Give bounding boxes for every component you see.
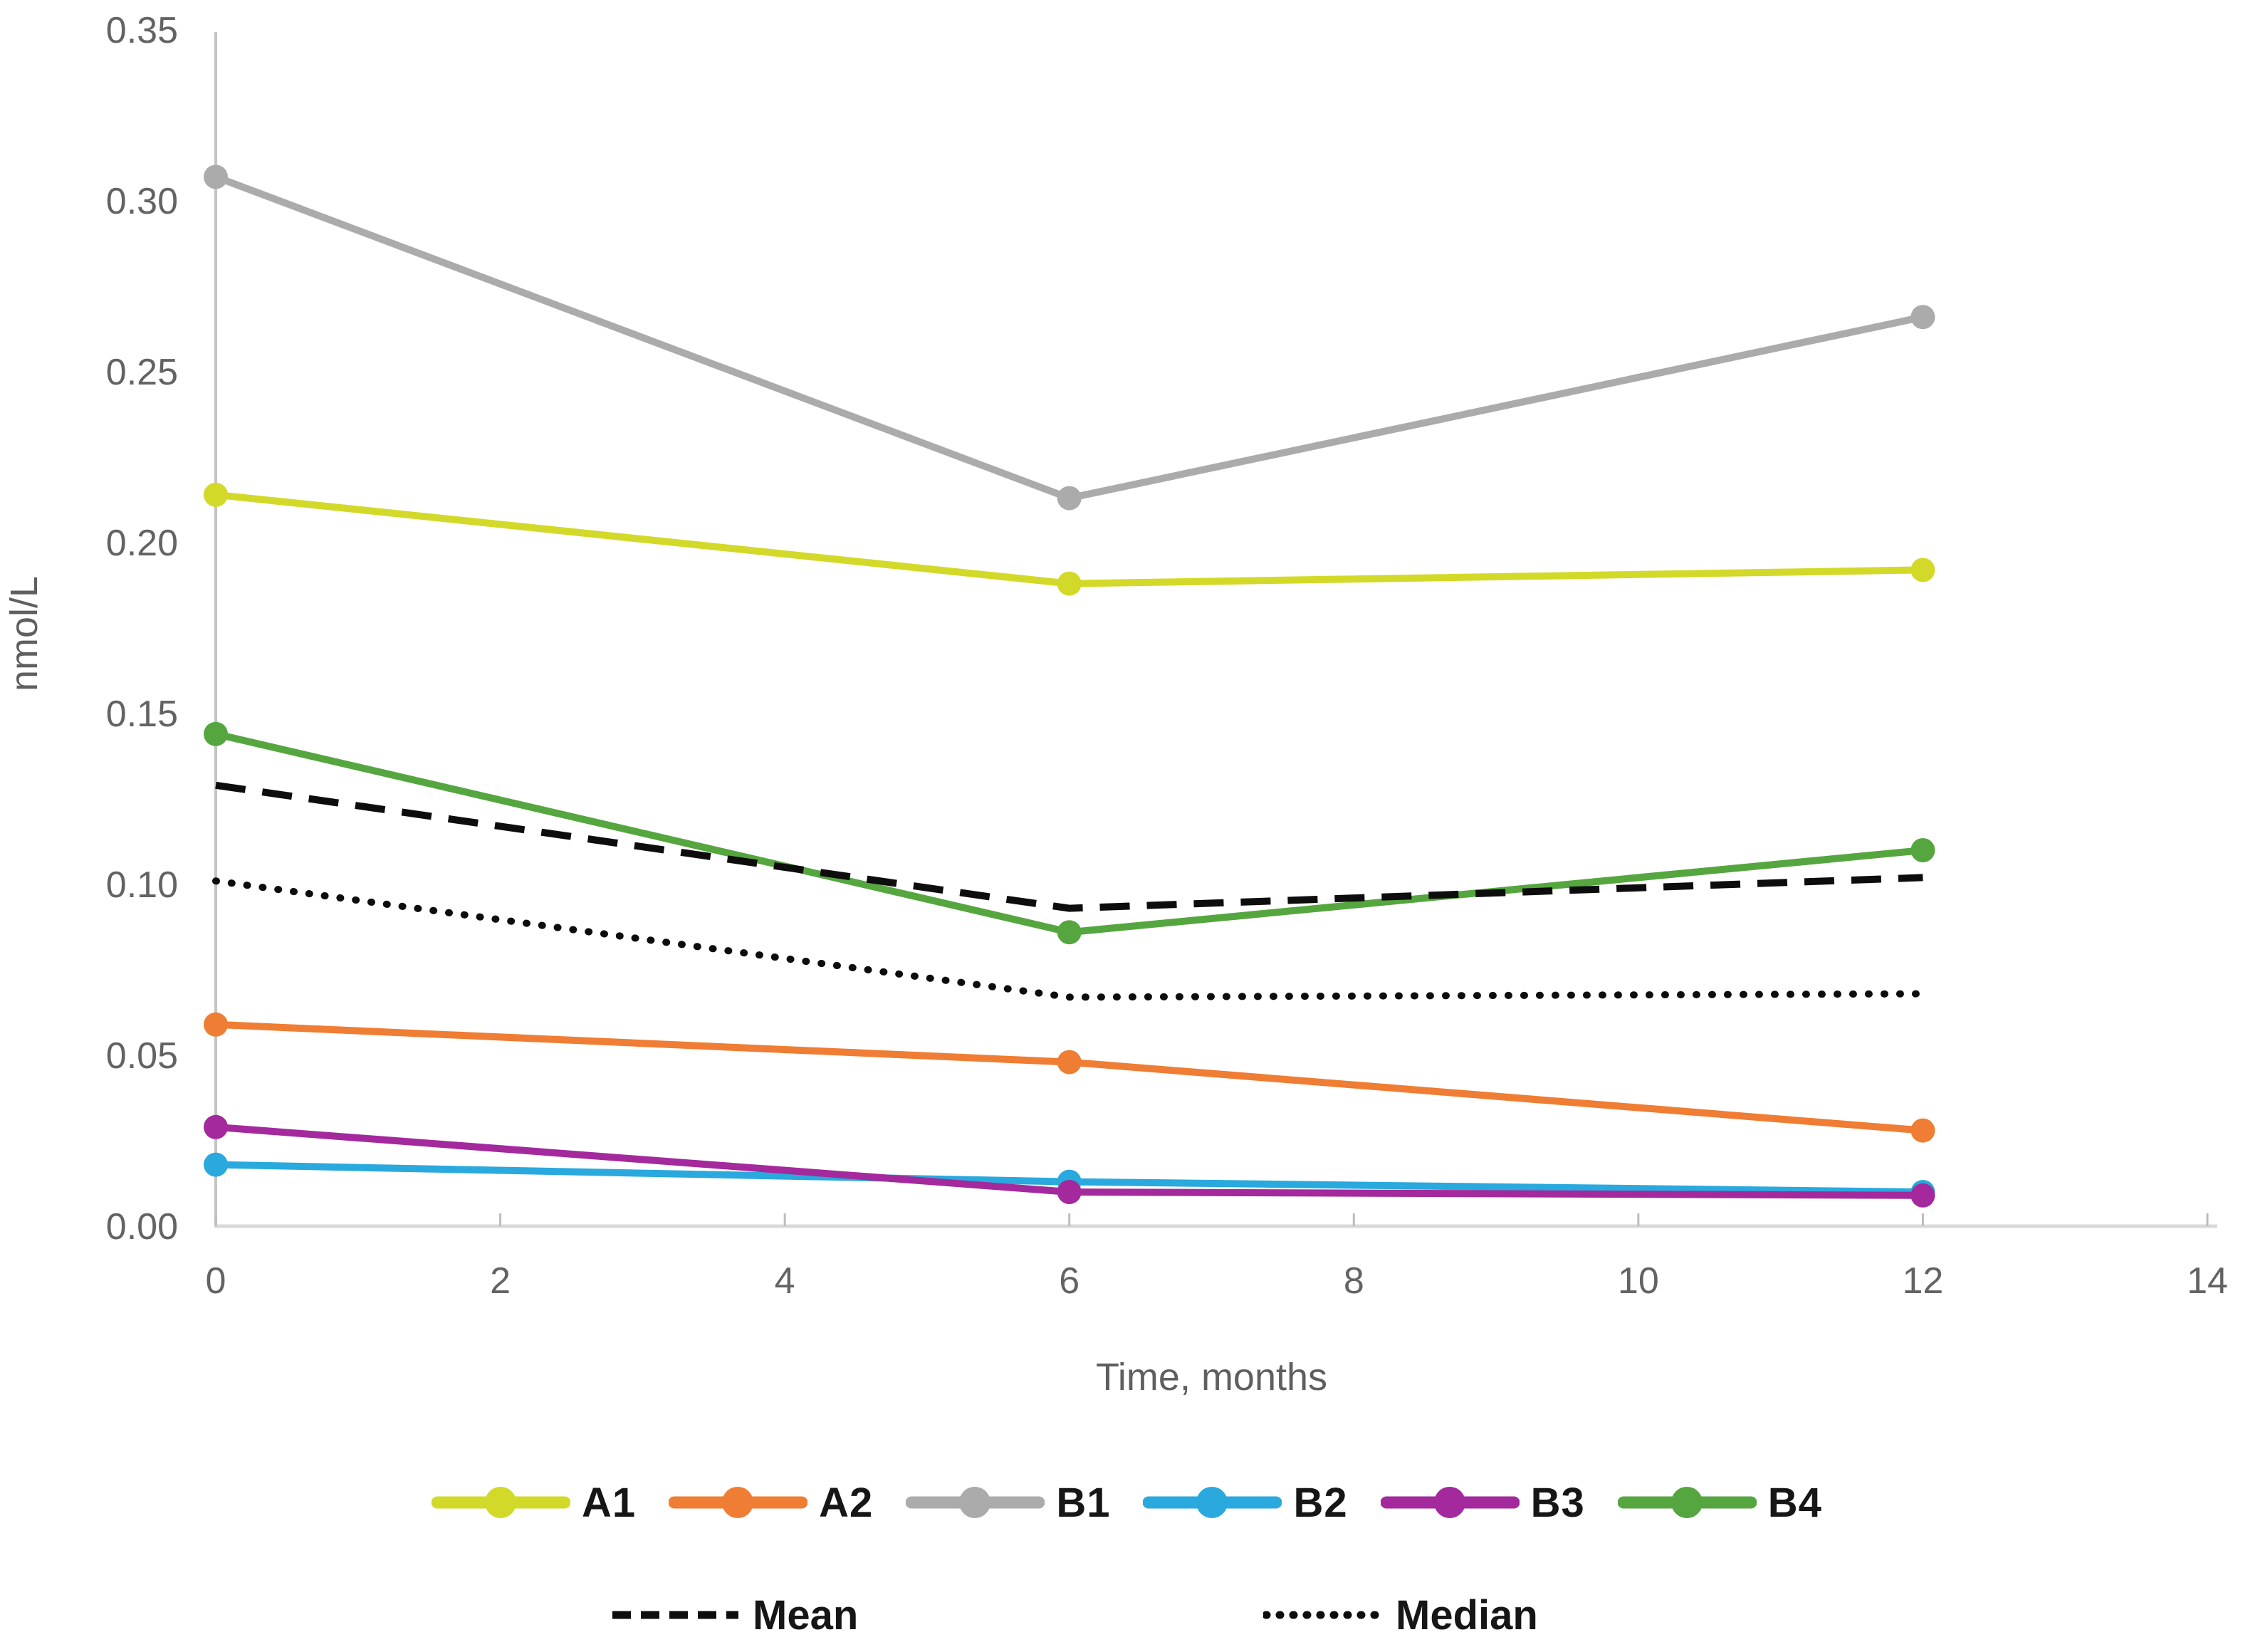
legend-sample-median (1263, 1611, 1384, 1619)
series-line-a2 (215, 1020, 1923, 1134)
y-tick-label: 0.10 (106, 864, 178, 906)
y-tick-label: 0.15 (106, 694, 178, 735)
series-marker-a2 (204, 1012, 228, 1037)
series-marker-b1 (1910, 305, 1935, 330)
series-marker-b4 (1910, 838, 1935, 862)
series-line-median (212, 877, 1927, 1001)
x-tick-label: 0 (206, 1260, 226, 1302)
legend-sample-b1 (906, 1487, 1045, 1518)
legend-row-series: A1 A2 B1 B2 B3 B4 (432, 1478, 1822, 1527)
y-tick-label: 0.00 (106, 1206, 178, 1248)
series-marker-b3 (1910, 1183, 1935, 1208)
legend-sample-a1 (432, 1487, 570, 1518)
series-marker-a2 (1910, 1118, 1935, 1143)
series-marker-a1 (204, 482, 228, 507)
legend-item-a1: A1 (432, 1478, 636, 1527)
x-tick-label: 6 (1059, 1260, 1079, 1302)
legend-item-b3: B3 (1380, 1478, 1585, 1527)
series-marker-b1 (1057, 486, 1082, 511)
legend-label-b1: B1 (1056, 1479, 1111, 1526)
legend-sample-b2 (1143, 1487, 1282, 1518)
x-tick-label: 4 (775, 1260, 795, 1302)
legend-sample-mean (612, 1611, 738, 1619)
legend-item-a2: A2 (669, 1478, 873, 1527)
series-marker-b3 (204, 1114, 228, 1139)
legend-item-b2: B2 (1143, 1478, 1347, 1527)
legend-label-median: Median (1396, 1591, 1538, 1638)
series-marker-b3 (1057, 1180, 1082, 1204)
y-tick-label: 0.35 (106, 10, 178, 51)
series-marker-b4 (1057, 920, 1082, 945)
series-marker-b2 (204, 1152, 228, 1177)
y-tick-label: 0.20 (106, 523, 178, 564)
x-tick-label: 8 (1344, 1260, 1364, 1302)
legend-item-mean: Mean (610, 1592, 858, 1638)
legend-label-b3: B3 (1530, 1479, 1585, 1526)
legend-item-b1: B1 (906, 1478, 1110, 1527)
legend-label-mean: Mean (753, 1591, 859, 1638)
series-line-b1 (214, 173, 1924, 502)
y-tick-label: 0.05 (106, 1035, 178, 1077)
series-marker-a1 (1910, 558, 1935, 582)
x-tick-label: 14 (2187, 1260, 2228, 1302)
legend-item-median: Median (1263, 1592, 1538, 1638)
legend-label-b4: B4 (1767, 1479, 1822, 1526)
series-marker-b1 (204, 164, 228, 189)
y-tick-label: 0.25 (106, 352, 178, 393)
legend-sample-b4 (1617, 1487, 1757, 1518)
series-line-b4 (214, 730, 1923, 936)
series-marker-a1 (1057, 571, 1082, 596)
legend-item-b4: B4 (1617, 1478, 1822, 1527)
legend-sample-a2 (669, 1487, 808, 1518)
y-tick-label: 0.30 (106, 181, 178, 222)
legend-sample-b3 (1380, 1487, 1520, 1518)
x-tick-label: 10 (1618, 1260, 1659, 1302)
series-marker-a2 (1057, 1050, 1082, 1075)
x-tick-label: 12 (1903, 1260, 1944, 1302)
series-marker-b4 (204, 721, 228, 746)
x-axis-title: Time, months (1096, 1356, 1327, 1399)
legend-label-a1: A1 (582, 1479, 637, 1526)
series-line-mean (215, 781, 1923, 912)
y-axis-title: nmol/L (3, 576, 46, 691)
x-tick-label: 2 (490, 1260, 511, 1302)
legend-label-b2: B2 (1293, 1479, 1348, 1526)
legend-label-a2: A2 (819, 1479, 874, 1526)
